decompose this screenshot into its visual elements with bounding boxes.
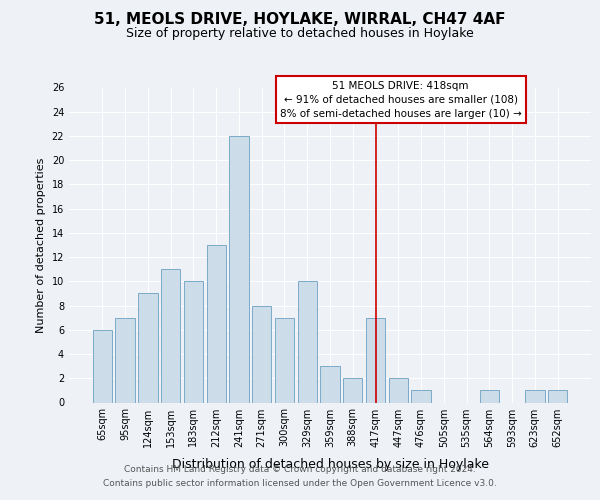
Bar [366, 318, 385, 402]
Bar [298, 282, 317, 403]
Text: Size of property relative to detached houses in Hoylake: Size of property relative to detached ho… [126, 28, 474, 40]
Bar [138, 294, 158, 403]
Bar [229, 136, 248, 402]
Text: 51, MEOLS DRIVE, HOYLAKE, WIRRAL, CH47 4AF: 51, MEOLS DRIVE, HOYLAKE, WIRRAL, CH47 4… [94, 12, 506, 28]
Bar [252, 306, 271, 402]
Bar [343, 378, 362, 402]
Bar [275, 318, 294, 402]
Bar [206, 245, 226, 402]
Bar [184, 282, 203, 403]
Text: 51 MEOLS DRIVE: 418sqm
← 91% of detached houses are smaller (108)
8% of semi-det: 51 MEOLS DRIVE: 418sqm ← 91% of detached… [280, 80, 521, 118]
Bar [479, 390, 499, 402]
Bar [525, 390, 545, 402]
Bar [389, 378, 408, 402]
X-axis label: Distribution of detached houses by size in Hoylake: Distribution of detached houses by size … [172, 458, 488, 471]
Bar [548, 390, 567, 402]
Bar [115, 318, 135, 402]
Bar [412, 390, 431, 402]
Bar [93, 330, 112, 402]
Bar [161, 269, 181, 402]
Text: Contains HM Land Registry data © Crown copyright and database right 2024.
Contai: Contains HM Land Registry data © Crown c… [103, 466, 497, 487]
Y-axis label: Number of detached properties: Number of detached properties [36, 158, 46, 332]
Bar [320, 366, 340, 403]
